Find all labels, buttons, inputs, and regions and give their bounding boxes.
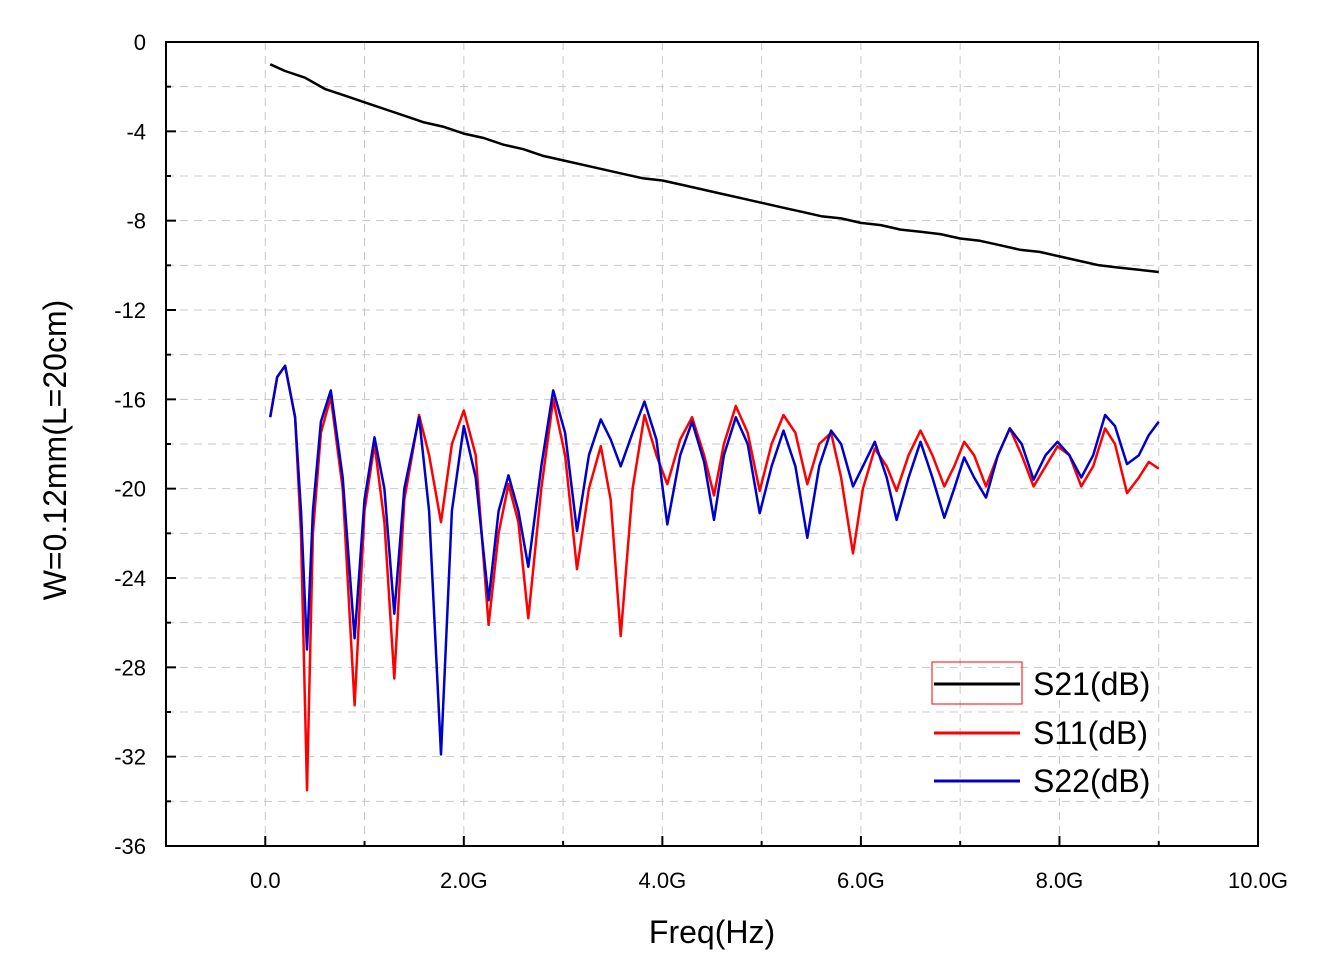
x-tick-label: 6.0G	[837, 868, 885, 893]
x-tick-label: 0.0	[250, 868, 281, 893]
x-tick-label: 10.0G	[1228, 868, 1288, 893]
y-axis-title: W=0.12mm(L=20cm)	[37, 300, 73, 601]
y-tick-label: -8	[126, 209, 146, 234]
series-line-1	[269, 63, 1159, 274]
x-tick-label: 4.0G	[639, 868, 687, 893]
y-tick-label: -4	[126, 119, 146, 144]
legend: S21(dB) S11(dB) S22(dB)	[931, 661, 1150, 799]
legend-label-2: S11(dB)	[1033, 715, 1148, 751]
series-line-3	[268, 364, 1160, 756]
axis-ticks: 0.0 2.0G 4.0G 6.0G 8.0G 10.0G 0 -4 -8 -12 -16 -20 -2…	[114, 30, 1288, 893]
x-tick-label: 8.0G	[1036, 868, 1084, 893]
grid	[166, 42, 1258, 846]
y-tick-label: -36	[114, 834, 146, 859]
y-tick-label: -20	[114, 477, 146, 502]
y-tick-label: -12	[114, 298, 146, 323]
series-lines	[268, 63, 1160, 792]
x-axis-title: Freq(Hz)	[649, 914, 775, 950]
y-tick-label: -28	[114, 655, 146, 680]
y-tick-label: -32	[114, 745, 146, 770]
legend-label-1: S21(dB)	[1033, 666, 1150, 702]
y-tick-label: -16	[114, 387, 146, 412]
legend-label-3: S22(dB)	[1033, 763, 1150, 799]
y-tick-label: -24	[114, 566, 146, 591]
legend-sample-box	[931, 661, 1023, 705]
y-tick-label: 0	[134, 30, 146, 55]
x-tick-label: 2.0G	[440, 868, 488, 893]
